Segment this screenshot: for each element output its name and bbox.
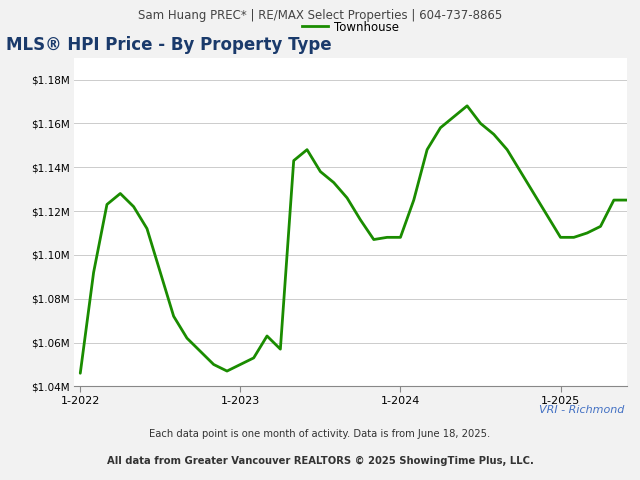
Text: VRI - Richmond: VRI - Richmond: [539, 405, 624, 415]
Text: All data from Greater Vancouver REALTORS © 2025 ShowingTime Plus, LLC.: All data from Greater Vancouver REALTORS…: [107, 456, 533, 466]
Text: Each data point is one month of activity. Data is from June 18, 2025.: Each data point is one month of activity…: [149, 429, 491, 439]
Legend: Townhouse: Townhouse: [302, 21, 399, 34]
Text: MLS® HPI Price - By Property Type: MLS® HPI Price - By Property Type: [6, 36, 332, 54]
Text: Sam Huang PREC* | RE/MAX Select Properties | 604-737-8865: Sam Huang PREC* | RE/MAX Select Properti…: [138, 9, 502, 22]
